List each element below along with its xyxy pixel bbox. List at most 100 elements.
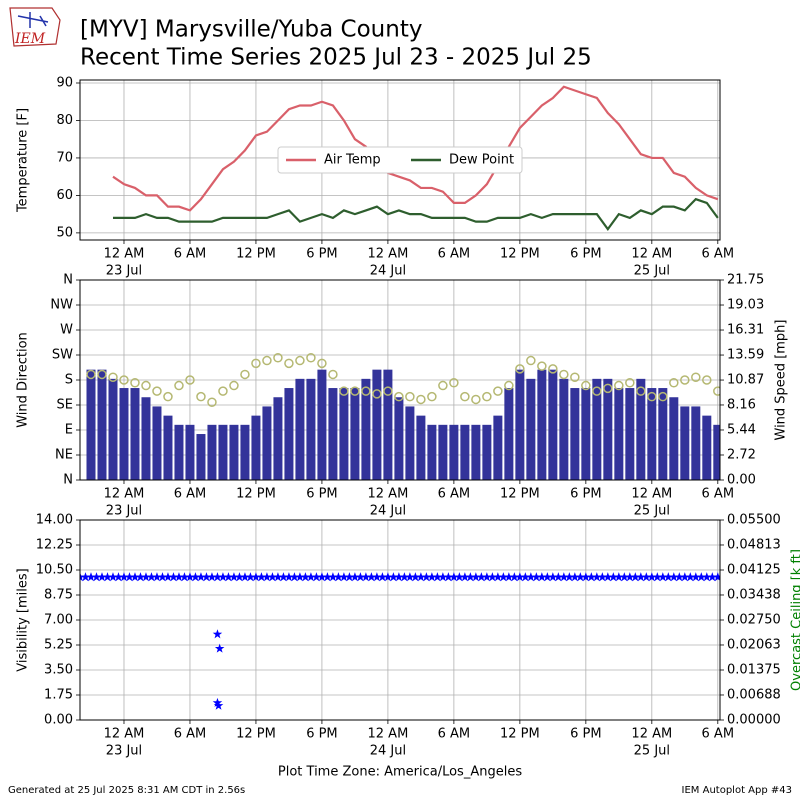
y-tick-label: 14.00 bbox=[36, 513, 73, 528]
visibility-point bbox=[207, 572, 217, 582]
speed-bar bbox=[306, 378, 316, 480]
y-tick-label: E bbox=[65, 423, 73, 438]
visibility-point bbox=[658, 572, 668, 582]
speed-bar bbox=[636, 378, 646, 480]
speed-bar bbox=[405, 406, 415, 480]
speed-bar bbox=[328, 388, 338, 480]
y2-tick-label: 5.44 bbox=[727, 422, 756, 437]
visibility-point bbox=[674, 572, 685, 582]
speed-bar bbox=[548, 369, 558, 480]
speed-bar bbox=[691, 406, 701, 480]
footer-right: IEM Autoplot App #43 bbox=[682, 785, 792, 796]
direction-point bbox=[669, 378, 679, 388]
direction-point bbox=[383, 386, 393, 396]
speed-bar bbox=[482, 424, 492, 480]
visibility-point bbox=[339, 572, 349, 582]
visibility-point bbox=[713, 572, 720, 582]
visibility-point bbox=[570, 572, 580, 582]
y-axis-label: Visibility [miles] bbox=[16, 568, 31, 671]
y-tick-label: 70 bbox=[56, 150, 73, 165]
visibility-point bbox=[707, 572, 718, 582]
y-tick-label: 3.50 bbox=[44, 663, 73, 678]
logo-text: IEM bbox=[14, 31, 46, 47]
visibility-point bbox=[498, 572, 509, 582]
speed-bar bbox=[152, 406, 162, 480]
direction-point bbox=[405, 391, 415, 402]
visibility-point bbox=[702, 572, 712, 582]
y2-tick-label: 2.72 bbox=[727, 447, 756, 462]
visibility-point bbox=[108, 572, 118, 582]
speed-bar bbox=[515, 369, 525, 480]
visibility-point bbox=[443, 572, 454, 582]
visibility-point bbox=[559, 572, 569, 582]
x-tick-label: 6 PM bbox=[306, 247, 337, 262]
y2-tick-label: 21.75 bbox=[727, 273, 764, 288]
x-date-label: 23 Jul bbox=[106, 744, 142, 759]
visibility-point bbox=[581, 572, 591, 582]
direction-point bbox=[97, 369, 107, 380]
speed-bar bbox=[339, 388, 349, 480]
visibility-point bbox=[553, 572, 564, 582]
direction-point bbox=[185, 375, 195, 385]
visibility-point bbox=[317, 572, 327, 582]
y-tick-label: 80 bbox=[56, 113, 73, 128]
speed-bar bbox=[163, 415, 173, 480]
y-axis-label: Temperature [F] bbox=[16, 108, 31, 213]
speed-bar bbox=[350, 388, 360, 480]
direction-point bbox=[86, 369, 96, 380]
speed-bar bbox=[570, 388, 580, 480]
direction-point bbox=[713, 386, 720, 396]
speed-bar bbox=[581, 388, 591, 480]
visibility-point bbox=[306, 572, 316, 582]
visibility-point bbox=[603, 572, 613, 582]
visibility-point bbox=[168, 572, 179, 582]
direction-point bbox=[625, 378, 635, 388]
speed-bar bbox=[680, 406, 690, 480]
visibility-point bbox=[300, 572, 311, 582]
visibility-point bbox=[256, 572, 267, 582]
direction-point bbox=[603, 383, 613, 394]
visibility-point bbox=[421, 572, 432, 582]
panel: 12 AM 6 AM 12 PM 6 PM 12 AM 6 AM 12 PM 6 PM 12 A… bbox=[16, 273, 789, 519]
direction-point bbox=[526, 355, 536, 366]
visibility-point bbox=[504, 572, 514, 582]
visibility-point bbox=[190, 572, 201, 582]
speed-bar bbox=[251, 415, 261, 480]
speed-bar bbox=[383, 369, 393, 480]
visibility-point bbox=[223, 572, 234, 582]
y-tick-label: 50 bbox=[56, 225, 73, 240]
visibility-point bbox=[245, 572, 256, 582]
x-tick-label: 6 AM bbox=[702, 727, 735, 742]
speed-bar bbox=[526, 378, 536, 480]
speed-bar bbox=[438, 424, 448, 480]
y-tick-label: 0.00 bbox=[44, 713, 73, 728]
x-axis-label: Plot Time Zone: America/Los_Angeles bbox=[278, 765, 522, 780]
direction-point bbox=[317, 358, 327, 369]
direction-point bbox=[251, 358, 261, 369]
x-tick-label: 6 AM bbox=[438, 487, 471, 502]
visibility-point bbox=[564, 572, 575, 582]
y2-tick-label: 16.31 bbox=[727, 323, 764, 338]
speed-bar bbox=[713, 424, 720, 480]
speed-bar bbox=[493, 415, 503, 480]
visibility-point bbox=[251, 572, 261, 582]
visibility-point bbox=[218, 572, 228, 582]
visibility-point bbox=[515, 572, 525, 582]
direction-point bbox=[119, 375, 129, 385]
visibility-point bbox=[405, 572, 415, 582]
direction-point bbox=[658, 391, 668, 402]
visibility-point bbox=[471, 572, 481, 582]
direction-point bbox=[427, 391, 437, 402]
speed-bar bbox=[207, 424, 217, 480]
direction-point bbox=[218, 386, 228, 396]
direction-point bbox=[229, 380, 239, 391]
visibility-point bbox=[416, 572, 426, 582]
x-tick-label: 6 AM bbox=[702, 487, 735, 502]
direction-point bbox=[416, 394, 426, 405]
series-line bbox=[112, 85, 719, 212]
direction-point bbox=[295, 355, 305, 366]
y-tick-label: W bbox=[60, 323, 73, 338]
visibility-point bbox=[262, 572, 272, 582]
x-date-label: 25 Jul bbox=[634, 264, 670, 279]
direction-point bbox=[438, 380, 448, 391]
